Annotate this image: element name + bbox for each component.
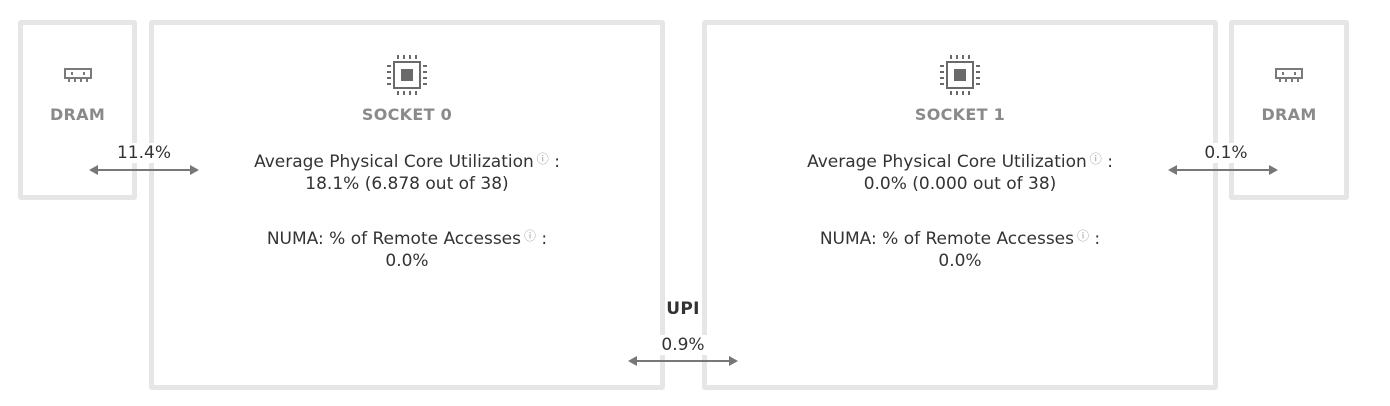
socket-1-panel: SOCKET 1 Average Physical Core Utilizati… xyxy=(702,20,1218,390)
bidirectional-arrow-icon xyxy=(89,165,199,175)
upi-label: UPI xyxy=(666,299,700,319)
cpu-chip-icon xyxy=(387,55,427,95)
socket-1-title: SOCKET 1 xyxy=(914,105,1006,124)
memory-icon xyxy=(63,68,92,82)
help-icon[interactable]: ⓘ xyxy=(536,152,549,166)
colon: : xyxy=(1094,229,1101,249)
colon: : xyxy=(554,152,560,172)
colon: : xyxy=(1107,152,1113,172)
numa-value: 0.0% xyxy=(385,251,429,271)
dram-right-label: DRAM xyxy=(1261,105,1317,124)
socket-0-core-utilization: Average Physical Core Utilization ⓘ : 18.… xyxy=(154,148,660,195)
socket-0-panel: SOCKET 0 Average Physical Core Utilizati… xyxy=(149,20,665,390)
numa-label: NUMA: % of Remote Accesses xyxy=(819,229,1074,249)
core-util-label: Average Physical Core Utilization xyxy=(807,152,1087,172)
core-util-value: 18.1% (6.878 out of 38) xyxy=(305,174,509,194)
dram-right-bandwidth: 0.1% xyxy=(1186,143,1266,163)
help-icon[interactable]: ⓘ xyxy=(524,229,537,243)
help-icon[interactable]: ⓘ xyxy=(1077,229,1090,243)
help-icon[interactable]: ⓘ xyxy=(1089,152,1102,166)
socket-0-numa: NUMA: % of Remote Accesses ⓘ : 0.0% xyxy=(154,225,660,272)
bidirectional-arrow-icon xyxy=(628,356,738,366)
colon: : xyxy=(541,229,548,249)
memory-icon xyxy=(1275,68,1303,82)
socket-1-core-utilization: Average Physical Core Utilization ⓘ : 0.0… xyxy=(707,148,1213,195)
core-util-value: 0.0% (0.000 out of 38) xyxy=(863,174,1057,194)
dram-panel-right: DRAM xyxy=(1229,20,1349,200)
socket-1-numa: NUMA: % of Remote Accesses ⓘ : 0.0% xyxy=(707,225,1213,272)
dram-panel-left: DRAM xyxy=(18,20,137,200)
socket-0-title: SOCKET 0 xyxy=(361,105,453,124)
numa-label: NUMA: % of Remote Accesses xyxy=(266,229,521,249)
bidirectional-arrow-icon xyxy=(1168,165,1278,175)
dram-left-label: DRAM xyxy=(49,105,106,124)
numa-value: 0.0% xyxy=(938,251,982,271)
dram-left-bandwidth: 11.4% xyxy=(104,143,184,163)
core-util-label: Average Physical Core Utilization xyxy=(254,152,534,172)
upi-bandwidth: 0.9% xyxy=(643,335,723,355)
cpu-chip-icon xyxy=(940,55,980,95)
